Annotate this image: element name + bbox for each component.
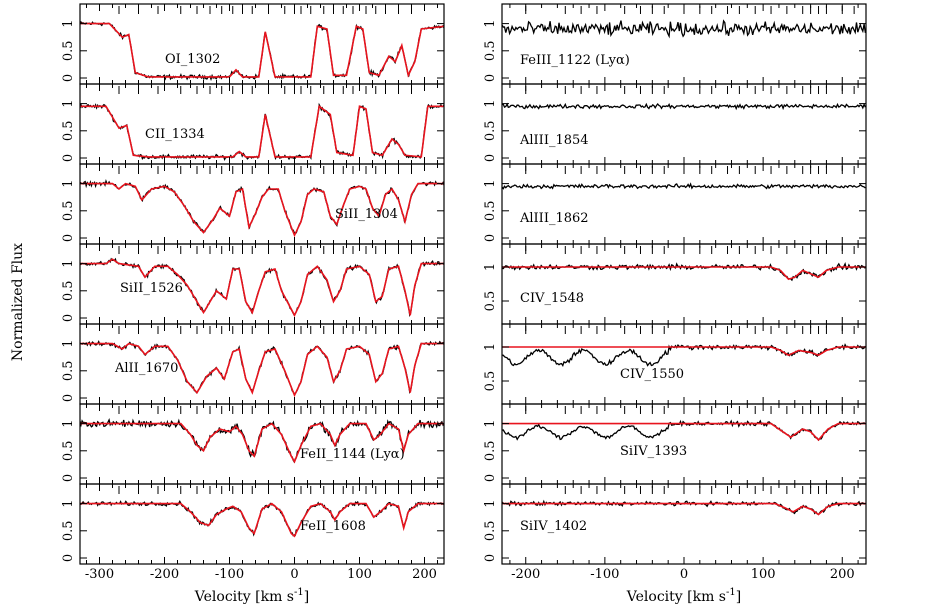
y-tick-label: 0.5	[61, 440, 76, 461]
y-tick-label: 1	[483, 99, 498, 107]
panel-frame	[501, 243, 867, 325]
y-tick-label: 0.5	[483, 200, 498, 221]
y-tick-label: 0.5	[61, 280, 76, 301]
x-tick-label: 100	[347, 567, 372, 582]
model-fit-siii_1304	[80, 182, 444, 238]
y-tick-label: 1	[61, 339, 76, 347]
y-tick-label: 0	[61, 234, 76, 242]
flux-data-civ_1550	[502, 343, 866, 367]
model-fit-oi_1302	[80, 22, 444, 78]
ion-label-feii_1144: FeII_1144 (Lyα)	[300, 447, 405, 462]
y-tick-label: 0	[483, 474, 498, 482]
y-tick-label: 0.5	[483, 40, 498, 61]
y-tick-label: 1	[483, 19, 498, 27]
y-tick-label: 0	[61, 474, 76, 482]
y-axis-title: Normalized Flux	[10, 243, 26, 361]
y-tick-label: 0	[61, 394, 76, 402]
y-tick-label: 0.5	[483, 520, 498, 541]
y-tick-label: 0.5	[483, 371, 498, 392]
y-tick-label: 0	[61, 74, 76, 82]
model-fit-siiv_1402	[502, 502, 866, 516]
y-tick-label: 0	[61, 554, 76, 562]
x-tick-label: -100	[590, 567, 619, 582]
panel-frame	[79, 483, 445, 565]
y-tick-label: 1	[483, 179, 498, 187]
model-fit-feii_1608	[80, 502, 444, 538]
y-tick-label: 0.5	[61, 40, 76, 61]
panels-layer: 0 0.5 1 OI_1302 0 0.5 1 CII_1334 0 0.5 1 SiII_1304 0…	[61, 3, 867, 582]
ion-label-oi_1302: OI_1302	[165, 52, 220, 67]
y-tick-label: 0.5	[483, 120, 498, 141]
x-tick-label: -300	[85, 567, 114, 582]
panel-frame	[79, 83, 445, 165]
model-fit-cii_1334	[80, 104, 444, 158]
y-tick-label: 1	[61, 419, 76, 427]
flux-data-feiii_1122	[502, 19, 866, 39]
ion-label-civ_1548: CIV_1548	[520, 291, 584, 306]
y-tick-label: 0	[61, 314, 76, 322]
ion-label-cii_1334: CII_1334	[145, 127, 205, 142]
model-fit-siiv_1393	[502, 422, 866, 442]
y-tick-label: 0.5	[61, 520, 76, 541]
panel-frame	[501, 163, 867, 245]
x-axis-title-left: Velocity [km s-1]	[194, 587, 309, 605]
ion-label-siii_1526: SiII_1526	[120, 281, 183, 296]
ion-label-aliii_1854: AlIII_1854	[519, 133, 589, 148]
x-tick-label: 0	[290, 567, 298, 582]
panel-frame	[501, 3, 867, 85]
flux-data-feii_1608	[80, 500, 444, 537]
flux-data-aliii_1862	[502, 182, 866, 190]
y-tick-label: 0.5	[483, 440, 498, 461]
model-fit-alii_1670	[80, 342, 444, 398]
y-tick-label: 0	[483, 554, 498, 562]
y-tick-label: 0.5	[61, 200, 76, 221]
y-tick-label: 1	[483, 343, 498, 351]
y-tick-label: 1	[61, 499, 76, 507]
y-tick-label: 0.5	[483, 291, 498, 312]
y-tick-label: 1	[483, 419, 498, 427]
ion-label-civ_1550: CIV_1550	[620, 367, 684, 382]
y-tick-label: 0	[483, 74, 498, 82]
x-tick-label: -200	[511, 567, 540, 582]
y-tick-label: 0	[483, 234, 498, 242]
ion-label-siiv_1393: SiIV_1393	[620, 444, 687, 459]
y-tick-label: 1	[61, 19, 76, 27]
y-tick-label: 0.5	[61, 120, 76, 141]
y-tick-label: 1	[61, 179, 76, 187]
model-fit-civ_1550	[502, 346, 866, 357]
y-tick-label: 1	[61, 259, 76, 267]
x-tick-label: 200	[830, 567, 855, 582]
x-tick-label: -200	[150, 567, 179, 582]
y-tick-label: 0.5	[61, 360, 76, 381]
model-fit-civ_1548	[502, 266, 866, 281]
ion-label-feii_1608: FeII_1608	[300, 519, 366, 534]
y-tick-label: 0	[61, 154, 76, 162]
x-tick-label: -100	[215, 567, 244, 582]
y-tick-label: 1	[61, 99, 76, 107]
model-fit-siii_1526	[80, 258, 444, 318]
x-tick-label: 0	[680, 567, 688, 582]
x-tick-label: 200	[412, 567, 437, 582]
y-tick-label: 1	[483, 263, 498, 271]
ion-label-aliii_1862: AlIII_1862	[519, 211, 589, 226]
flux-data-aliii_1854	[502, 102, 866, 111]
panel-frame	[79, 163, 445, 245]
ion-label-alii_1670: AlII_1670	[114, 361, 178, 376]
x-axis-title-right: Velocity [km s-1]	[626, 587, 741, 605]
y-tick-label: 0	[483, 154, 498, 162]
model-fit-feii_1144	[80, 422, 444, 464]
panel-frame	[501, 83, 867, 165]
y-tick-label: 1	[483, 499, 498, 507]
x-tick-label: 100	[751, 567, 776, 582]
ion-label-siiv_1402: SiIV_1402	[520, 519, 587, 534]
panel-frame	[79, 403, 445, 485]
ion-label-feiii_1122: FeIII_1122 (Lyα)	[520, 53, 630, 68]
ion-label-siii_1304: SiII_1304	[335, 207, 398, 222]
